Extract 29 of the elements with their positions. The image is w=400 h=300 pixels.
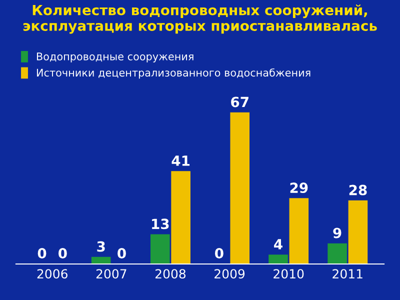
data-label: 0: [38, 248, 46, 259]
bar: [268, 254, 288, 264]
bar: [171, 171, 190, 264]
data-label: 0: [118, 248, 126, 259]
data-label: 41: [172, 156, 190, 166]
x-tick-label: 2008: [155, 269, 186, 279]
x-tick-label: 2006: [37, 269, 68, 279]
data-label: 0: [215, 248, 224, 259]
x-tick-label: 2010: [274, 269, 304, 279]
x-tick-label: 2009: [214, 269, 245, 279]
data-label: 67: [231, 96, 248, 108]
bar: [328, 243, 347, 264]
data-label: 4: [274, 239, 282, 250]
data-label: 9: [333, 228, 342, 238]
bar: [150, 234, 170, 264]
chart-title: Количество водопроводных сооружений, эксплуатация которых приостанавливалась: [23, 4, 377, 34]
bar: [289, 198, 309, 264]
bar: [230, 112, 250, 264]
bar: [91, 256, 111, 264]
data-label: 3: [97, 241, 105, 252]
legend-label: Водопроводные сооружения: [36, 52, 194, 62]
data-label: 0: [58, 248, 67, 259]
data-label: 28: [349, 184, 367, 196]
bar: [348, 200, 368, 264]
x-tick-label: 2011: [332, 269, 362, 279]
data-label: 29: [290, 182, 308, 194]
x-tick-label: 2007: [96, 269, 126, 279]
data-label: 13: [152, 218, 169, 230]
legend-label: Источники децентрализованного водоснабжения: [36, 68, 310, 79]
